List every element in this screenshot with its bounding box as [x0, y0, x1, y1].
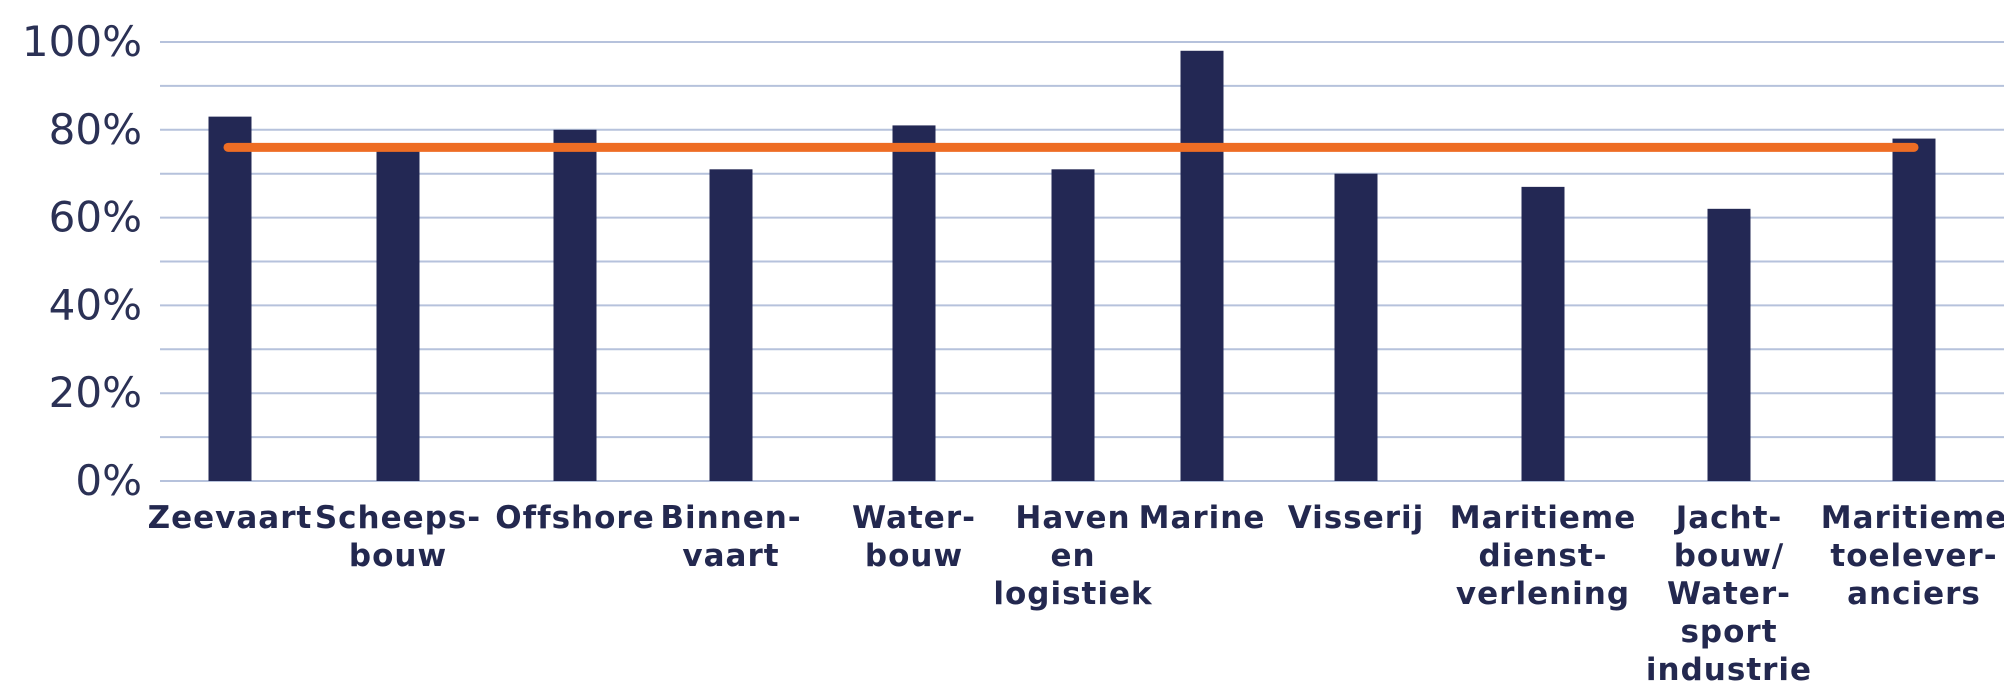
x-tick-label: Haven en logistiek [993, 500, 1153, 612]
x-axis: Zeevaart Scheeps-bouw Offshore Binnen-vaart… [148, 500, 2004, 687]
bar [553, 129, 597, 482]
x-tick-label: Maritieme toelever-anciers [1821, 500, 2004, 612]
y-tick-label: 0% [75, 456, 142, 505]
x-tick-label: Visserij [1288, 500, 1425, 536]
bar [709, 169, 753, 481]
bar [376, 147, 420, 482]
x-tick-label: Water-bouw [852, 500, 976, 574]
x-tick-label: Scheeps-bouw [315, 500, 481, 574]
y-tick-label: 20% [49, 368, 142, 417]
bar [1521, 186, 1565, 481]
x-tick-label: Jacht-bouw/Water-sport industrie [1646, 500, 1812, 687]
bar [1051, 169, 1095, 481]
bar [892, 125, 936, 481]
x-tick-label: Zeevaart [148, 500, 313, 536]
bar [208, 116, 252, 481]
x-tick-label: Offshore [495, 500, 654, 536]
y-tick-label: 60% [49, 193, 142, 242]
x-tick-label: Binnen-vaart [660, 500, 801, 574]
bar [1334, 173, 1378, 481]
bars [208, 50, 1936, 482]
y-tick-label: 80% [49, 105, 142, 154]
x-tick-label: Marine [1139, 500, 1266, 536]
x-tick-label: Maritieme dienst-verlening [1450, 500, 1636, 612]
bar [1180, 50, 1224, 481]
y-tick-label: 40% [49, 280, 142, 329]
y-axis: 0% 20% 40% 60% 80% 100% [22, 17, 142, 505]
bar [1707, 208, 1751, 481]
y-tick-label: 100% [22, 17, 142, 66]
bar [1892, 138, 1936, 481]
